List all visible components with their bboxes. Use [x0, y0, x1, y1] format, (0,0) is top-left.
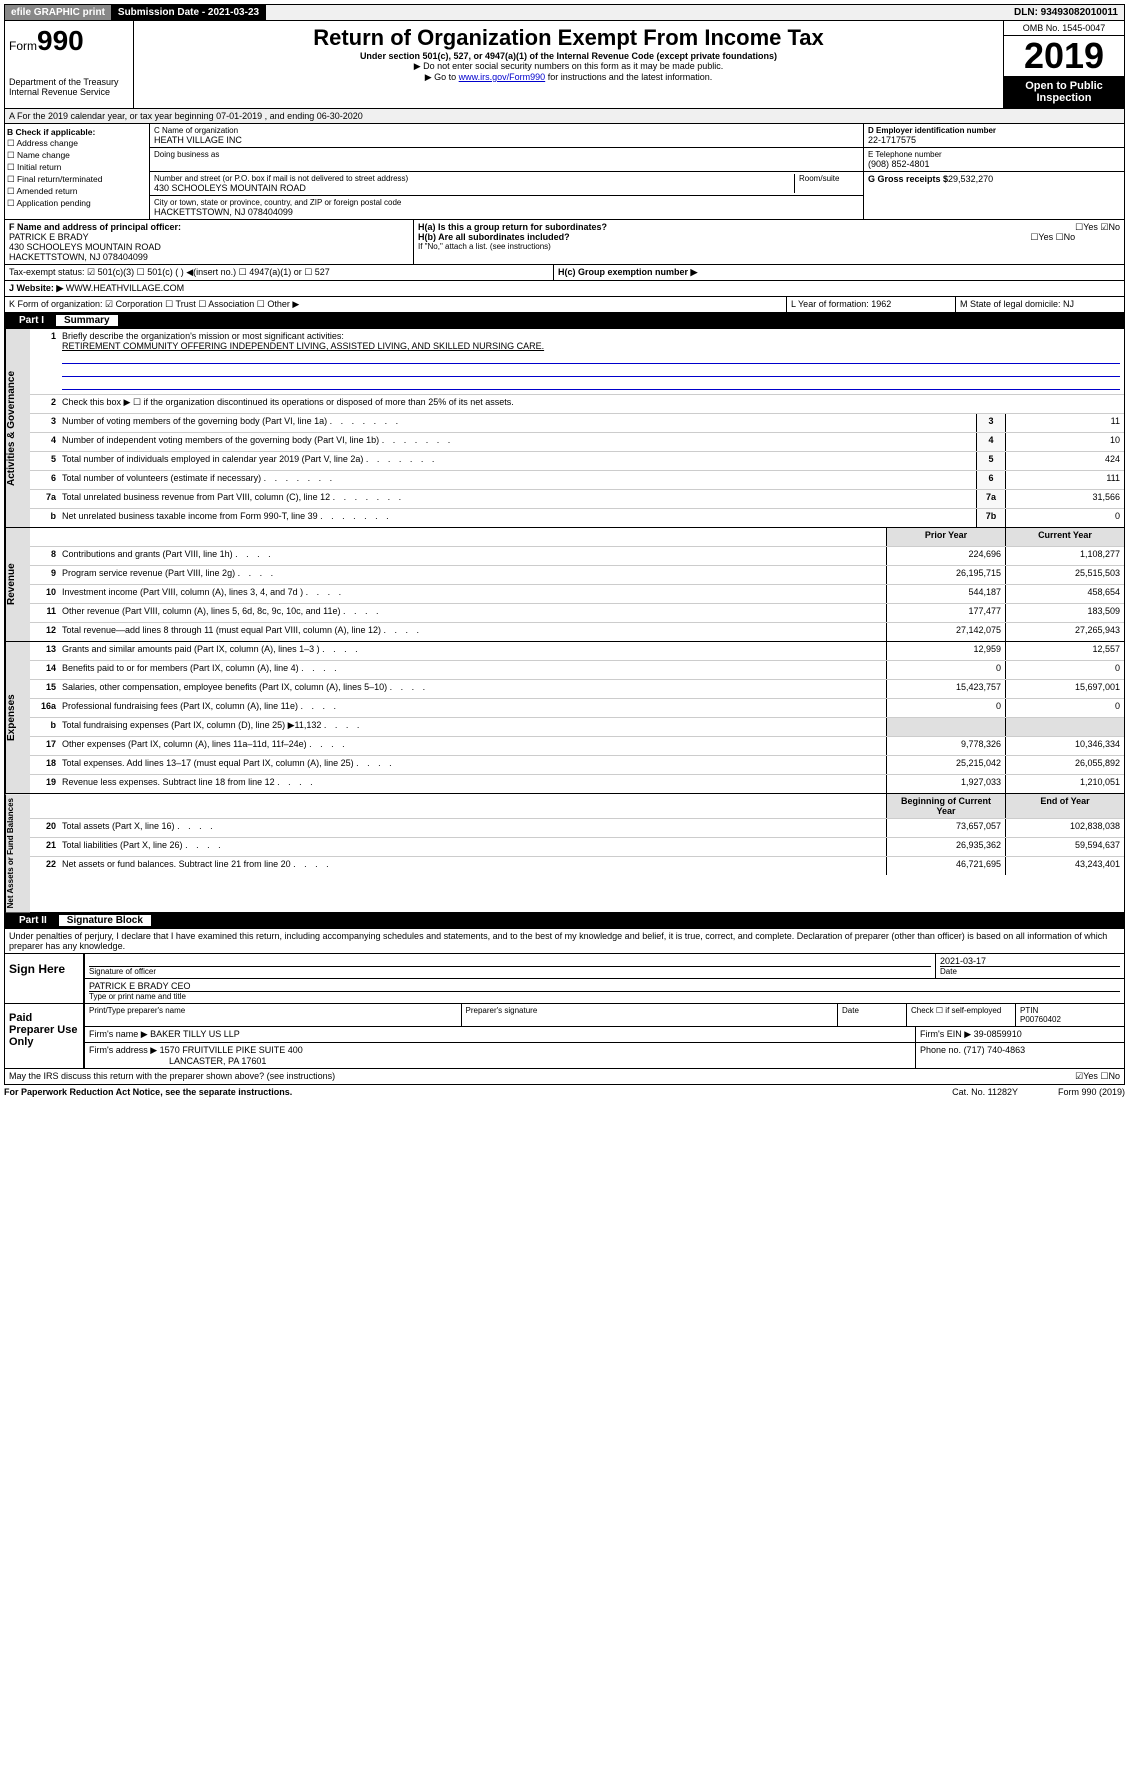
- discuss-answer[interactable]: ☑Yes ☐No: [1071, 1069, 1124, 1084]
- cb-app-pending[interactable]: ☐ Application pending: [7, 198, 147, 209]
- entity-block: B Check if applicable: ☐ Address change …: [4, 124, 1125, 220]
- dept-label: Department of the Treasury Internal Reve…: [9, 77, 129, 97]
- tax-year: 2019: [1004, 36, 1124, 76]
- preparer-phone: (717) 740-4863: [964, 1045, 1026, 1055]
- table-row: 16a Professional fundraising fees (Part …: [30, 699, 1124, 718]
- cb-final-return[interactable]: ☐ Final return/terminated: [7, 174, 147, 185]
- dln: DLN: 93493082010011: [1008, 5, 1124, 20]
- cb-initial-return[interactable]: ☐ Initial return: [7, 162, 147, 173]
- cb-name-change[interactable]: ☐ Name change: [7, 150, 147, 161]
- year-formation: L Year of formation: 1962: [787, 297, 956, 312]
- org-address: 430 SCHOOLEYS MOUNTAIN ROAD: [154, 183, 794, 193]
- firm-name: BAKER TILLY US LLP: [150, 1029, 240, 1039]
- submission-date: Submission Date - 2021-03-23: [112, 5, 266, 20]
- note-link: ▶ Go to www.irs.gov/Form990 for instruct…: [138, 72, 999, 83]
- perjury-declaration: Under penalties of perjury, I declare th…: [4, 929, 1125, 954]
- table-row: 6 Total number of volunteers (estimate i…: [30, 471, 1124, 490]
- discuss-row: May the IRS discuss this return with the…: [4, 1069, 1125, 1085]
- form-subtitle: Under section 501(c), 527, or 4947(a)(1)…: [138, 51, 999, 61]
- note-ssn: ▶ Do not enter social security numbers o…: [138, 61, 999, 72]
- hb-answer[interactable]: ☐Yes ☐No: [1030, 232, 1075, 243]
- footer: For Paperwork Reduction Act Notice, see …: [4, 1085, 1125, 1099]
- ptin: P00760402: [1020, 1015, 1061, 1024]
- summary-governance: Activities & Governance 1 Briefly descri…: [4, 329, 1125, 528]
- paid-preparer-block: Paid Preparer Use Only Print/Type prepar…: [4, 1004, 1125, 1069]
- row-f-h: F Name and address of principal officer:…: [4, 220, 1125, 265]
- table-row: 17 Other expenses (Part IX, column (A), …: [30, 737, 1124, 756]
- officer-name: PATRICK E BRADY: [9, 232, 409, 242]
- table-row: 4 Number of independent voting members o…: [30, 433, 1124, 452]
- firm-ein: 39-0859910: [974, 1029, 1022, 1039]
- row-a-period: A For the 2019 calendar year, or tax yea…: [4, 109, 1125, 124]
- col-b-checkboxes: B Check if applicable: ☐ Address change …: [5, 124, 150, 219]
- table-row: 13 Grants and similar amounts paid (Part…: [30, 642, 1124, 661]
- table-row: 7a Total unrelated business revenue from…: [30, 490, 1124, 509]
- table-row: 10 Investment income (Part VIII, column …: [30, 585, 1124, 604]
- row-klm: K Form of organization: ☑ Corporation ☐ …: [4, 297, 1125, 313]
- table-row: 9 Program service revenue (Part VIII, li…: [30, 566, 1124, 585]
- col-de: D Employer identification number 22-1717…: [864, 124, 1124, 219]
- row-tax-status: Tax-exempt status: ☑ 501(c)(3) ☐ 501(c) …: [4, 265, 1125, 281]
- sign-here-block: Sign Here Signature of officer 2021-03-1…: [4, 954, 1125, 1004]
- form-of-org[interactable]: K Form of organization: ☑ Corporation ☐ …: [5, 297, 787, 312]
- mission-text: RETIREMENT COMMUNITY OFFERING INDEPENDEN…: [62, 341, 544, 351]
- sign-date: 2021-03-17: [940, 956, 1120, 966]
- ein: 22-1717575: [868, 135, 1120, 145]
- col-c-name-address: C Name of organization HEATH VILLAGE INC…: [150, 124, 864, 219]
- org-name: HEATH VILLAGE INC: [154, 135, 859, 145]
- open-public: Open to Public Inspection: [1004, 76, 1124, 108]
- summary-revenue: Revenue Prior Year Current Year 8 Contri…: [4, 528, 1125, 642]
- top-bar: efile GRAPHIC print Submission Date - 20…: [4, 4, 1125, 21]
- table-row: 5 Total number of individuals employed i…: [30, 452, 1124, 471]
- part2-header: Part II Signature Block: [4, 913, 1125, 929]
- table-row: 21 Total liabilities (Part X, line 26) .…: [30, 838, 1124, 857]
- table-row: 20 Total assets (Part X, line 16) . . . …: [30, 819, 1124, 838]
- table-row: 19 Revenue less expenses. Subtract line …: [30, 775, 1124, 793]
- form-header: Form990 Department of the Treasury Inter…: [4, 21, 1125, 109]
- tax-status-opts[interactable]: ☑ 501(c)(3) ☐ 501(c) ( ) ◀(insert no.) ☐…: [87, 267, 330, 277]
- table-row: 11 Other revenue (Part VIII, column (A),…: [30, 604, 1124, 623]
- cb-address-change[interactable]: ☐ Address change: [7, 138, 147, 149]
- phone: (908) 852-4801: [868, 159, 1120, 169]
- summary-expenses: Expenses 13 Grants and similar amounts p…: [4, 642, 1125, 794]
- efile-button[interactable]: efile GRAPHIC print: [5, 5, 112, 20]
- part1-header: Part I Summary: [4, 313, 1125, 329]
- table-row: b Total fundraising expenses (Part IX, c…: [30, 718, 1124, 737]
- row-website: J Website: ▶ WWW.HEATHVILLAGE.COM: [4, 281, 1125, 297]
- table-row: 12 Total revenue—add lines 8 through 11 …: [30, 623, 1124, 641]
- table-row: 22 Net assets or fund balances. Subtract…: [30, 857, 1124, 875]
- irs-link[interactable]: www.irs.gov/Form990: [459, 72, 546, 82]
- summary-netassets: Net Assets or Fund Balances Beginning of…: [4, 794, 1125, 913]
- table-row: 3 Number of voting members of the govern…: [30, 414, 1124, 433]
- officer-name-title: PATRICK E BRADY CEO: [89, 981, 1120, 991]
- state-domicile: M State of legal domicile: NJ: [956, 297, 1124, 312]
- table-row: 18 Total expenses. Add lines 13–17 (must…: [30, 756, 1124, 775]
- org-city: HACKETTSTOWN, NJ 078404099: [154, 207, 859, 217]
- table-row: 8 Contributions and grants (Part VIII, l…: [30, 547, 1124, 566]
- omb-number: OMB No. 1545-0047: [1004, 21, 1124, 36]
- cb-amended[interactable]: ☐ Amended return: [7, 186, 147, 197]
- table-row: 15 Salaries, other compensation, employe…: [30, 680, 1124, 699]
- table-row: b Net unrelated business taxable income …: [30, 509, 1124, 527]
- form-number: Form990: [9, 25, 129, 57]
- gross-receipts: 29,532,270: [948, 174, 993, 184]
- website-value[interactable]: WWW.HEATHVILLAGE.COM: [66, 283, 184, 293]
- ha-answer[interactable]: ☐Yes ☑No: [1075, 222, 1120, 233]
- form-title: Return of Organization Exempt From Incom…: [138, 25, 999, 51]
- table-row: 14 Benefits paid to or for members (Part…: [30, 661, 1124, 680]
